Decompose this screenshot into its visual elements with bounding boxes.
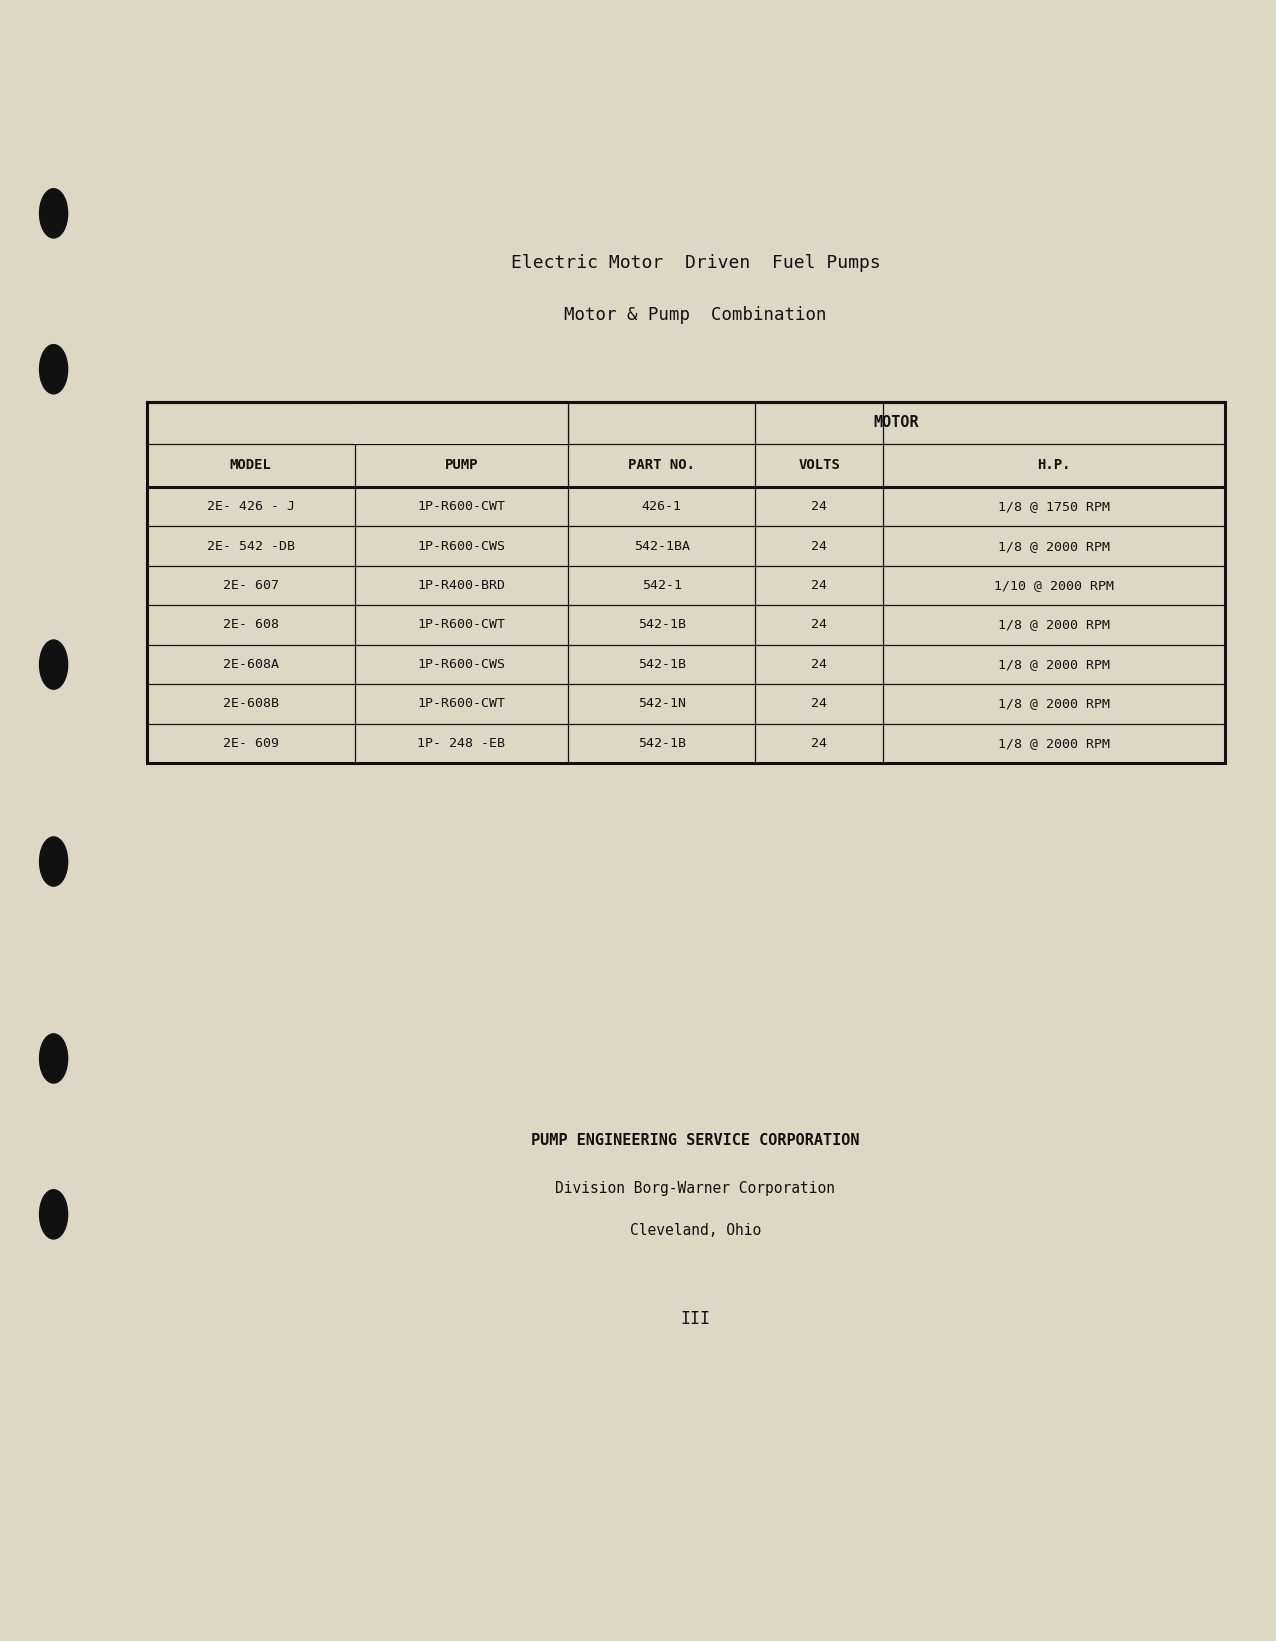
Text: 426-1: 426-1 xyxy=(642,501,681,514)
Text: 542-1N: 542-1N xyxy=(638,697,685,711)
Text: 1/8 @ 2000 RPM: 1/8 @ 2000 RPM xyxy=(998,540,1110,553)
Text: 1P-R600-CWS: 1P-R600-CWS xyxy=(417,540,505,553)
Text: 1P-R400-BRD: 1P-R400-BRD xyxy=(417,579,505,592)
Text: 542-1B: 542-1B xyxy=(638,658,685,671)
Text: 24: 24 xyxy=(812,658,827,671)
Text: PART NO.: PART NO. xyxy=(628,458,695,473)
Text: Cleveland, Ohio: Cleveland, Ohio xyxy=(630,1223,760,1239)
Text: 24: 24 xyxy=(812,619,827,632)
Text: Motor & Pump  Combination: Motor & Pump Combination xyxy=(564,307,827,323)
Text: 2E-608B: 2E-608B xyxy=(223,697,278,711)
Text: 542-1B: 542-1B xyxy=(638,737,685,750)
Bar xyxy=(353,402,569,443)
Text: 2E- 426 - J: 2E- 426 - J xyxy=(207,501,295,514)
Ellipse shape xyxy=(40,837,68,886)
Text: III: III xyxy=(680,1311,711,1328)
Text: H.P.: H.P. xyxy=(1037,458,1071,473)
Text: 1P-R600-CWT: 1P-R600-CWT xyxy=(417,619,505,632)
Ellipse shape xyxy=(40,1190,68,1239)
Text: 1P-R600-CWT: 1P-R600-CWT xyxy=(417,697,505,711)
Text: 542-1: 542-1 xyxy=(642,579,681,592)
Text: 1P-R600-CWT: 1P-R600-CWT xyxy=(417,501,505,514)
Text: VOLTS: VOLTS xyxy=(799,458,840,473)
Text: 1/8 @ 2000 RPM: 1/8 @ 2000 RPM xyxy=(998,697,1110,711)
Ellipse shape xyxy=(40,1034,68,1083)
Text: Electric Motor  Driven  Fuel Pumps: Electric Motor Driven Fuel Pumps xyxy=(510,254,880,271)
Text: 2E- 608: 2E- 608 xyxy=(223,619,278,632)
Text: 1/8 @ 2000 RPM: 1/8 @ 2000 RPM xyxy=(998,619,1110,632)
Ellipse shape xyxy=(40,345,68,394)
Text: 24: 24 xyxy=(812,579,827,592)
Text: 2E- 607: 2E- 607 xyxy=(223,579,278,592)
Text: 2E- 609: 2E- 609 xyxy=(223,737,278,750)
Text: 1/10 @ 2000 RPM: 1/10 @ 2000 RPM xyxy=(994,579,1114,592)
Text: 1/8 @ 2000 RPM: 1/8 @ 2000 RPM xyxy=(998,737,1110,750)
Text: PUMP: PUMP xyxy=(444,458,478,473)
Text: 1P- 248 -EB: 1P- 248 -EB xyxy=(417,737,505,750)
Text: 542-1B: 542-1B xyxy=(638,619,685,632)
Text: 1/8 @ 1750 RPM: 1/8 @ 1750 RPM xyxy=(998,501,1110,514)
Text: MODEL: MODEL xyxy=(230,458,272,473)
Bar xyxy=(147,402,1225,763)
Text: 542-1BA: 542-1BA xyxy=(634,540,689,553)
Text: 2E-608A: 2E-608A xyxy=(223,658,278,671)
Text: 24: 24 xyxy=(812,737,827,750)
Text: 1/8 @ 2000 RPM: 1/8 @ 2000 RPM xyxy=(998,658,1110,671)
Text: PUMP ENGINEERING SERVICE CORPORATION: PUMP ENGINEERING SERVICE CORPORATION xyxy=(531,1132,860,1149)
Text: 24: 24 xyxy=(812,501,827,514)
Text: MOTOR: MOTOR xyxy=(874,415,919,430)
Text: 2E- 542 -DB: 2E- 542 -DB xyxy=(207,540,295,553)
Text: 24: 24 xyxy=(812,697,827,711)
Text: 1P-R600-CWS: 1P-R600-CWS xyxy=(417,658,505,671)
Text: 24: 24 xyxy=(812,540,827,553)
Ellipse shape xyxy=(40,640,68,689)
Text: Division Borg-Warner Corporation: Division Borg-Warner Corporation xyxy=(555,1180,836,1196)
Ellipse shape xyxy=(40,189,68,238)
